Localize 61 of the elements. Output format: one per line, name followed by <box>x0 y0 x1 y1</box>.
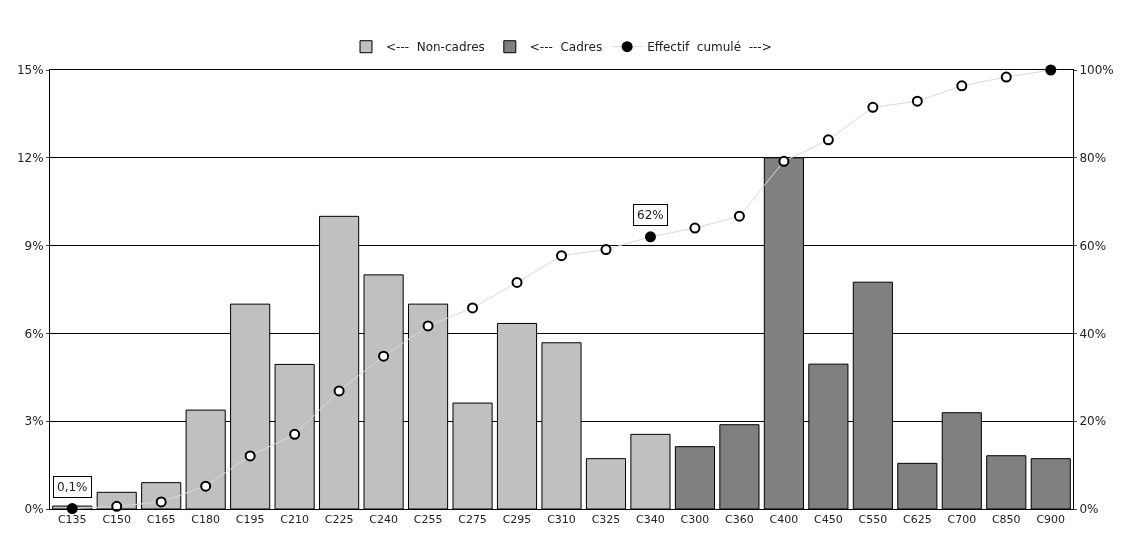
x-tick-label: C210 <box>280 513 309 527</box>
point <box>689 222 701 234</box>
x-tick-label: C275 <box>458 513 487 527</box>
legend-label: <--- Cadres <box>529 40 603 55</box>
point <box>556 250 567 262</box>
point <box>200 480 212 492</box>
y-tick-label: 3% <box>24 414 44 429</box>
data-label: 62% <box>637 208 664 222</box>
point <box>956 80 968 92</box>
y-tick-label: 9% <box>24 238 44 253</box>
point <box>244 450 256 462</box>
data-label: 0,1% <box>57 480 88 494</box>
point <box>511 276 523 288</box>
point <box>911 95 923 107</box>
x-tick-label: C400 <box>769 513 799 527</box>
y-tick-label: 6% <box>24 326 44 341</box>
y2-tick-label: 0% <box>1079 502 1099 517</box>
y-tick-label: 12% <box>16 151 44 165</box>
legend-label: Effectif cumulé ---> <box>647 40 772 55</box>
x-tick-label: C700 <box>947 513 977 527</box>
x-tick-label: C150 <box>102 513 132 527</box>
x-tick-label: C195 <box>235 513 265 527</box>
point <box>333 385 345 397</box>
x-tick-label: C325 <box>591 513 621 527</box>
x-tick-label: C360 <box>725 513 754 527</box>
point <box>289 428 301 440</box>
point <box>155 496 167 508</box>
legend-label: <--- Non-cadres <box>386 40 485 55</box>
x-tick-label: C295 <box>502 513 532 527</box>
point <box>1000 71 1012 83</box>
point <box>778 155 790 167</box>
y2-tick-label: 40% <box>1079 326 1107 341</box>
x-tick-label: C135 <box>57 513 87 527</box>
x-tick-label: C625 <box>902 513 932 527</box>
x-tick-label: C165 <box>146 513 176 527</box>
x-tick-label: C900 <box>1036 513 1066 527</box>
y2-tick-label: 80% <box>1079 151 1107 165</box>
x-tick-label: C180 <box>191 513 221 527</box>
point <box>66 503 78 515</box>
point <box>600 244 612 256</box>
y2-tick-label: 20% <box>1079 414 1107 429</box>
y2-tick-label: 60% <box>1079 238 1107 253</box>
y2-tick-label: 100% <box>1079 63 1114 78</box>
x-tick-label: C300 <box>680 513 710 527</box>
x-tick-label: C240 <box>369 513 398 527</box>
point <box>467 302 479 314</box>
x-tick-label: C310 <box>547 513 576 527</box>
point <box>378 350 390 362</box>
x-tick-label: C850 <box>991 513 1021 527</box>
x-tick-label: C450 <box>814 513 843 527</box>
x-tick-label: C340 <box>636 513 665 527</box>
y-tick-label: 0% <box>24 502 44 517</box>
point <box>733 210 745 222</box>
point <box>644 231 656 243</box>
point <box>867 101 879 113</box>
point <box>822 134 834 146</box>
x-tick-label: C225 <box>324 513 354 527</box>
y-tick-label: 15% <box>16 63 44 78</box>
x-tick-label: C550 <box>858 513 888 527</box>
x-tick-label: C255 <box>413 513 443 527</box>
point <box>422 320 434 332</box>
